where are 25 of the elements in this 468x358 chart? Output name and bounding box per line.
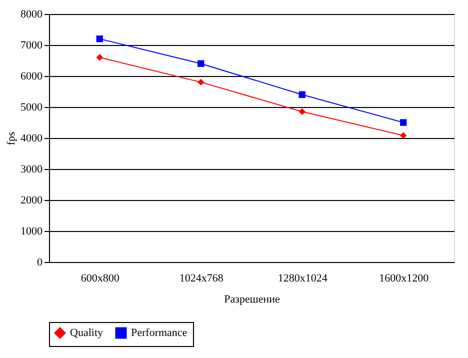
y-tick-label: 4000 bbox=[20, 132, 43, 144]
x-tick-label: 1280x1024 bbox=[278, 272, 328, 284]
point bbox=[198, 60, 204, 67]
x-tick-label: 600x800 bbox=[80, 272, 120, 284]
point bbox=[400, 132, 407, 139]
point bbox=[96, 35, 103, 42]
legend-label: Performance bbox=[131, 327, 188, 339]
y-tick-label: 8000 bbox=[20, 8, 43, 20]
y-axis-title: fps bbox=[6, 132, 18, 146]
y-tick-label: 7000 bbox=[20, 40, 43, 52]
x-tick-label: 1024x768 bbox=[179, 272, 224, 284]
y-tick-label: 1000 bbox=[20, 226, 43, 238]
y-tick-label: 2000 bbox=[20, 194, 43, 206]
legend-label: Quality bbox=[70, 327, 104, 339]
y-tick-label: 3000 bbox=[20, 164, 43, 176]
y-tick-label: 5000 bbox=[20, 102, 43, 114]
y-tick-label: 0 bbox=[37, 256, 43, 268]
x-axis-title: Разрешение bbox=[224, 294, 280, 306]
point bbox=[298, 108, 306, 116]
point bbox=[96, 54, 103, 61]
point bbox=[400, 119, 407, 126]
point bbox=[198, 78, 204, 86]
y-tick-label: 6000 bbox=[20, 70, 43, 82]
x-tick-label: 1600x1200 bbox=[379, 272, 430, 284]
point bbox=[298, 91, 306, 98]
